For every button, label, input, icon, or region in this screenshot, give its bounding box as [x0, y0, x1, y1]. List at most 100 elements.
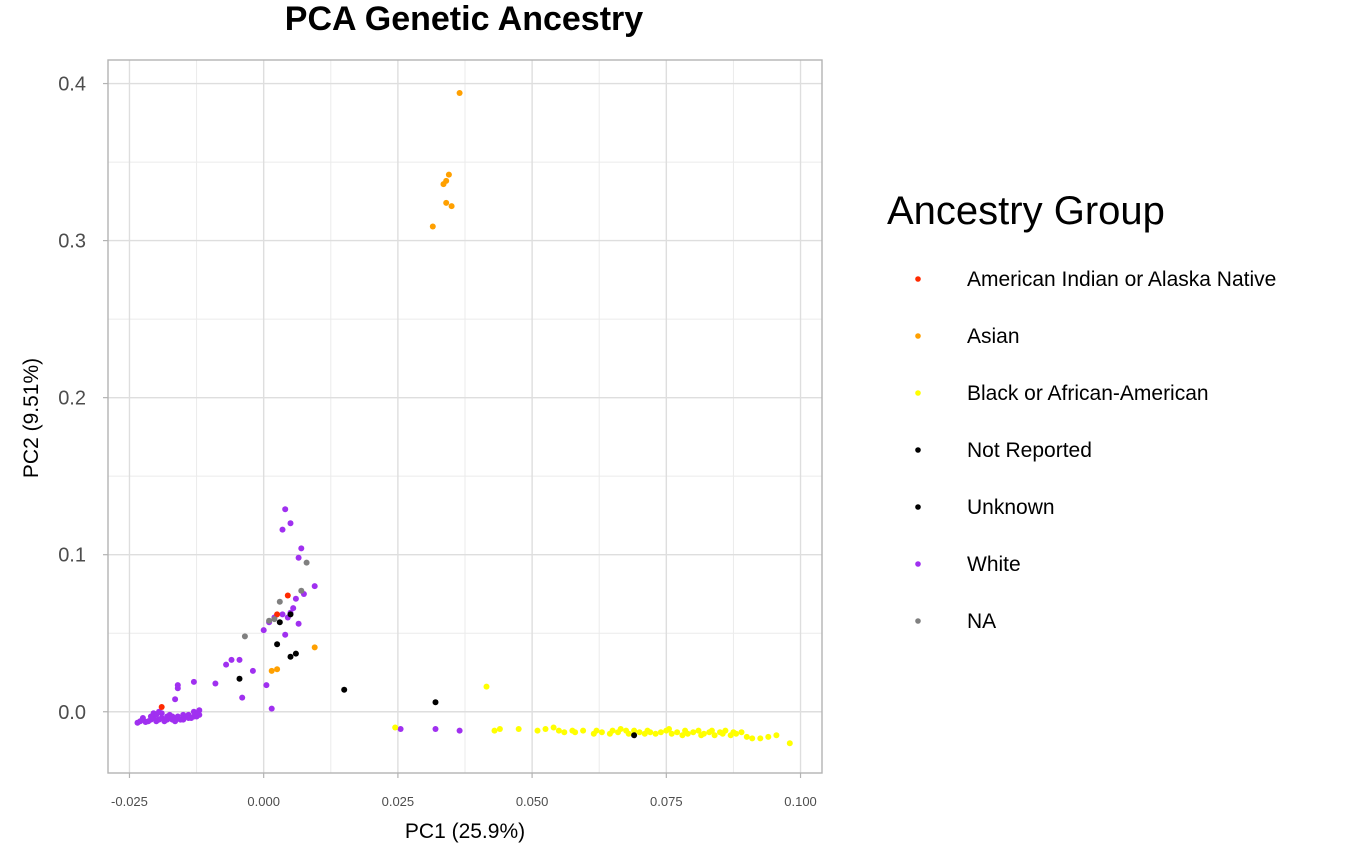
y-tick-label: 0.2 [58, 388, 86, 410]
chart-title: PCA Genetic Ancestry [285, 0, 643, 38]
data-point [773, 732, 780, 739]
data-point [169, 713, 176, 720]
x-tick-label: -0.025 [111, 794, 148, 809]
data-point [284, 592, 291, 599]
data-point [185, 711, 192, 718]
legend-label: Black or African-American [967, 382, 1209, 405]
data-point [156, 708, 162, 715]
legend-label: Unknown [967, 496, 1055, 519]
major-gridlines [108, 60, 822, 773]
data-point [341, 686, 348, 693]
legend-title: Ancestry Group [887, 189, 1165, 233]
data-point [711, 732, 718, 739]
data-point [241, 633, 248, 640]
legend-entry: White [915, 553, 1021, 576]
legend-label: American Indian or Alaska Native [967, 268, 1276, 291]
data-point [609, 727, 616, 734]
data-point [263, 682, 270, 689]
legend-key [915, 504, 921, 510]
data-point [279, 526, 286, 533]
legend-key [915, 333, 921, 339]
data-point [274, 611, 281, 618]
legend-entry: NA [915, 610, 996, 633]
data-point [666, 726, 672, 732]
data-point [287, 611, 294, 618]
data-point [158, 704, 165, 710]
data-point [534, 727, 541, 734]
data-point [593, 727, 600, 734]
data-point [652, 730, 659, 737]
data-point [260, 627, 267, 634]
legend-label: White [967, 553, 1021, 576]
data-point [298, 587, 305, 594]
series-asian [268, 90, 463, 674]
data-point [690, 729, 697, 736]
legend-label: Not Reported [967, 439, 1092, 462]
data-point [440, 181, 447, 188]
x-tick-label: 0.075 [650, 794, 683, 809]
data-point [392, 724, 399, 731]
legend-entry: Black or African-American [915, 382, 1209, 405]
data-point [292, 595, 299, 602]
legend-label: NA [967, 610, 996, 633]
y-axis-ticks: 0.0 0.1 0.2 0.3 0.4 [58, 74, 108, 724]
data-point [572, 729, 579, 736]
data-point [276, 598, 283, 605]
data-point [174, 682, 181, 689]
data-point [292, 650, 299, 657]
data-point [695, 727, 702, 734]
data-point [491, 727, 498, 734]
legend-key [915, 561, 921, 567]
data-point [271, 616, 278, 623]
data-point [429, 223, 436, 230]
data-point [684, 730, 691, 737]
legend-entry: American Indian or Alaska Native [915, 268, 1276, 291]
data-point [542, 726, 549, 732]
data-point [223, 661, 230, 668]
x-axis-label: PC1 (25.9%) [405, 820, 525, 843]
legend-key [915, 447, 921, 453]
y-tick-label: 0.3 [58, 231, 86, 253]
data-point [765, 733, 772, 740]
data-point [743, 733, 750, 740]
data-point [550, 724, 557, 731]
data-point [295, 554, 302, 561]
data-point [298, 545, 305, 552]
data-point [749, 735, 756, 742]
data-point [295, 620, 302, 627]
legend-entries: American Indian or Alaska Native Asian Bla… [915, 268, 1276, 633]
data-point [174, 713, 181, 720]
data-point [448, 203, 455, 210]
data-point [282, 631, 289, 638]
y-axis-label: PC2 (9.51%) [20, 358, 43, 478]
data-point [274, 666, 281, 673]
data-point [303, 559, 310, 566]
data-point [708, 727, 715, 734]
data-point [432, 699, 439, 706]
data-point [150, 710, 157, 717]
legend-key [915, 390, 921, 396]
data-point [598, 729, 605, 736]
legend-key [915, 276, 921, 282]
series-black-or-african-american [392, 683, 793, 747]
data-point [617, 726, 624, 732]
data-point [456, 727, 463, 734]
y-tick-label: 0.4 [58, 74, 86, 96]
data-point [515, 726, 522, 732]
data-point [287, 520, 294, 527]
data-point [287, 653, 294, 660]
data-point [279, 611, 286, 618]
y-tick-label: 0.0 [58, 702, 86, 724]
data-point [268, 705, 275, 712]
legend-entry: Asian [915, 325, 1020, 348]
legend-label: Asian [967, 325, 1020, 348]
data-point [657, 729, 664, 736]
data-point [311, 583, 318, 590]
data-point [397, 726, 404, 732]
data-point [625, 730, 632, 737]
data-point [432, 726, 439, 732]
x-tick-label: 0.100 [784, 794, 817, 809]
data-point [668, 730, 675, 737]
x-tick-label: 0.050 [516, 794, 549, 809]
